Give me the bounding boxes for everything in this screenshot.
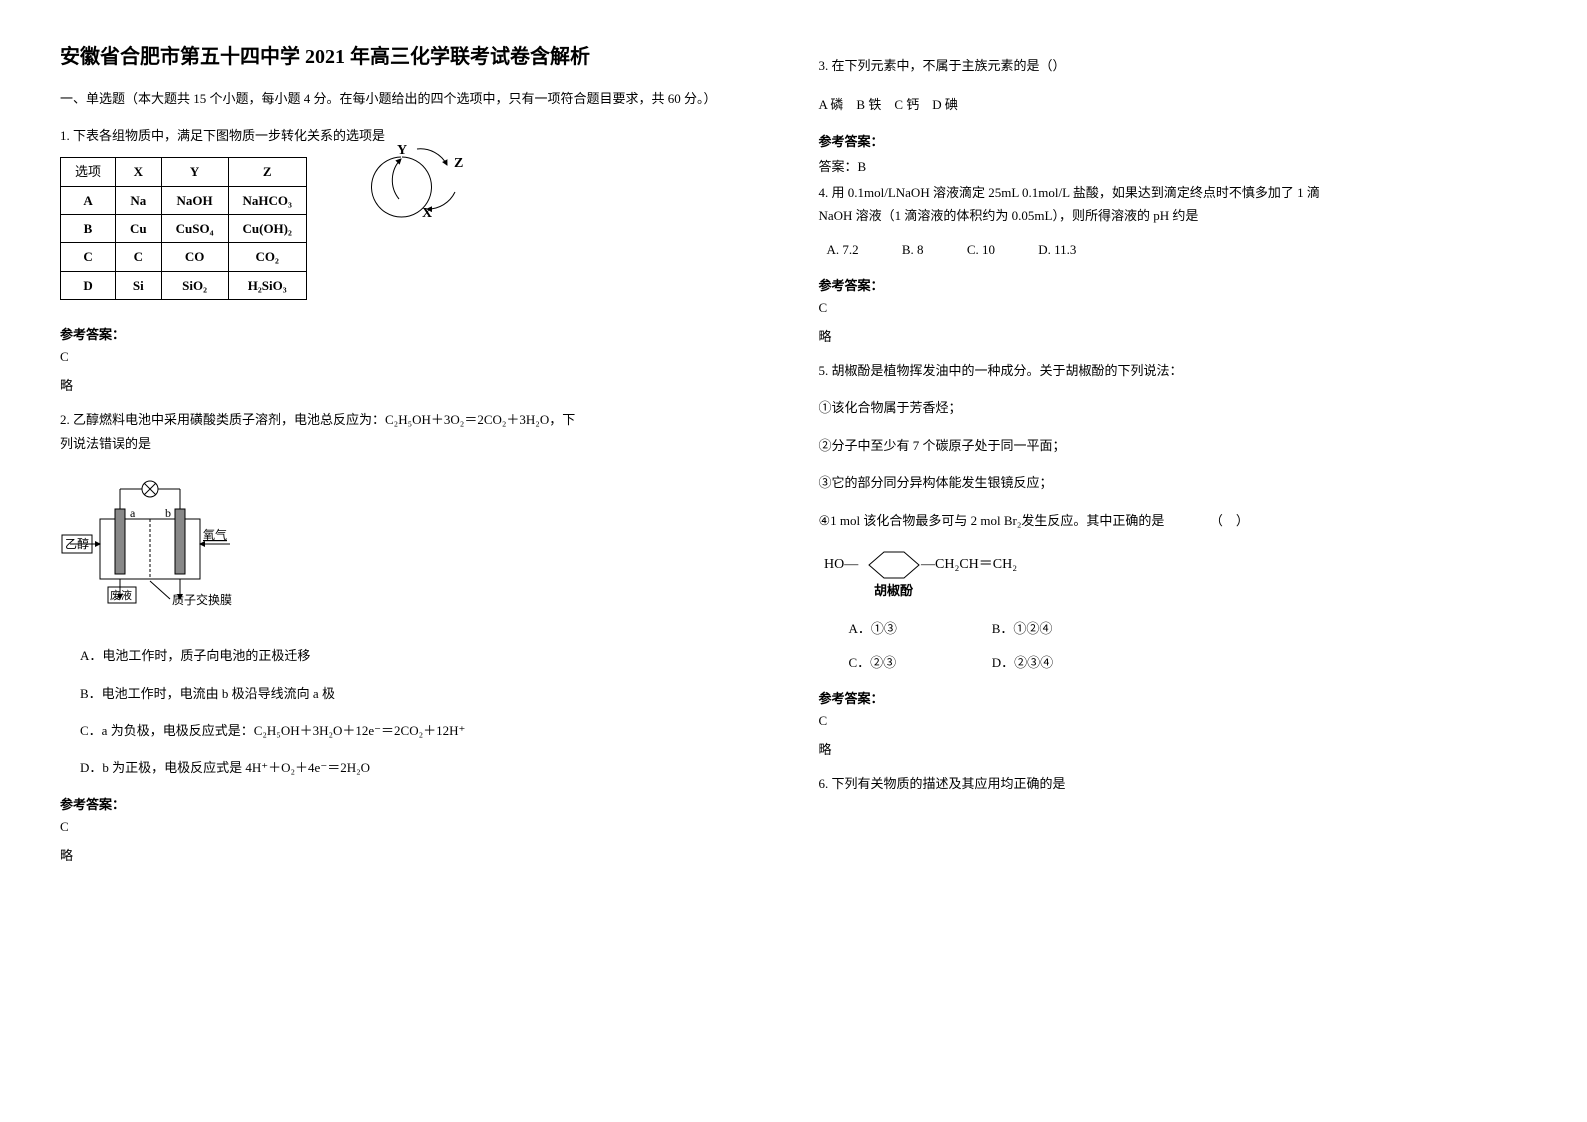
q5-answer-label: 参考答案： xyxy=(819,688,1528,707)
q6-stem: 6. 下列有关物质的描述及其应用均正确的是 xyxy=(819,772,1528,795)
q1-answer: C xyxy=(60,349,769,365)
q5-answer: C xyxy=(819,713,1528,729)
membrane-label: 质子交换膜 xyxy=(172,592,232,607)
q5-choice-a: A．①③ xyxy=(849,617,989,640)
q3-answer-label: 参考答案： xyxy=(819,131,1528,150)
table-row: D xyxy=(61,271,116,299)
cycle-z-label: Z xyxy=(454,156,463,171)
q1-answer-label: 参考答案： xyxy=(60,324,769,343)
table-row: NaOH xyxy=(161,186,228,214)
q1-th-0: 选项 xyxy=(61,158,116,186)
cycle-y-label: Y xyxy=(397,143,407,158)
cycle-diagram: Y Z X xyxy=(367,137,477,227)
q1-table: 选项 X Y Z A Na NaOH NaHCO₃ B Cu CuSO₄ xyxy=(60,157,307,300)
q2-option-b: B．电池工作时，电流由 b 极沿导线流向 a 极 xyxy=(80,682,769,705)
question-3: 3. 在下列元素中，不属于主族元素的是（） A 磷 B 铁 C 钙 D 碘 xyxy=(819,54,1528,117)
table-row: Cu(OH)₂ xyxy=(228,214,306,242)
table-row: C xyxy=(61,243,116,271)
question-6: 6. 下列有关物质的描述及其应用均正确的是 xyxy=(819,772,1528,795)
cycle-x-label: X xyxy=(422,206,432,221)
q5-s4: ④1 mol 该化合物最多可与 2 mol Br₂发生反应。其中正确的是 （ ） xyxy=(819,509,1528,532)
q4-option-c: C. 10 xyxy=(967,242,995,257)
q4-option-a: A. 7.2 xyxy=(827,242,859,257)
q4-stem-b: NaOH 溶液（1 滴溶液的体积约为 0.05mL），则所得溶液的 pH 约是 xyxy=(819,204,1528,227)
table-row: CO xyxy=(161,243,228,271)
q5-stem: 5. 胡椒酚是植物挥发油中的一种成分。关于胡椒酚的下列说法： xyxy=(819,359,1528,382)
question-2: 2. 乙醇燃料电池中采用磺酸类质子溶剂，电池总反应为：C₂H₅OH＋3O₂＝2C… xyxy=(60,408,769,780)
formula-right: —CH₂CH＝CH₂ xyxy=(920,557,1017,572)
q3-stem: 3. 在下列元素中，不属于主族元素的是（） xyxy=(819,54,1528,77)
q2-stem-b: 列说法错误的是 xyxy=(60,432,769,455)
q1-th-2: Y xyxy=(161,158,228,186)
formula-name: 胡椒酚 xyxy=(874,583,914,598)
q2-explain: 略 xyxy=(60,845,769,864)
q2-stem-a: 2. 乙醇燃料电池中采用磺酸类质子溶剂，电池总反应为：C₂H₅OH＋3O₂＝2C… xyxy=(60,408,769,431)
table-row: Si xyxy=(116,271,162,299)
q5-s3: ③它的部分同分异构体能发生银镜反应； xyxy=(819,471,1528,494)
section-header: 一、单选题（本大题共 15 个小题，每小题 4 分。在每小题给出的四个选项中，只… xyxy=(60,89,769,110)
question-5: 5. 胡椒酚是植物挥发油中的一种成分。关于胡椒酚的下列说法： ①该化合物属于芳香… xyxy=(819,359,1528,674)
q4-stem-a: 4. 用 0.1mol/LNaOH 溶液滴定 25mL 0.1mol/L 盐酸，… xyxy=(819,181,1528,204)
page-title: 安徽省合肥市第五十四中学 2021 年高三化学联考试卷含解析 xyxy=(60,40,769,69)
table-row: A xyxy=(61,186,116,214)
q4-option-d: D. 11.3 xyxy=(1038,242,1076,257)
q2-option-d: D．b 为正极，电极反应式是 4H⁺＋O₂＋4e⁻＝2H₂O xyxy=(80,756,769,779)
table-row: NaHCO₃ xyxy=(228,186,306,214)
table-row: B xyxy=(61,214,116,242)
oxygen-label: 氧气 xyxy=(203,527,227,542)
q1-explain: 略 xyxy=(60,375,769,394)
table-row: H₂SiO₃ xyxy=(228,271,306,299)
q5-choice-d: D．②③④ xyxy=(992,651,1132,674)
waste-label: 废液 xyxy=(110,588,132,602)
q4-option-b: B. 8 xyxy=(902,242,924,257)
q5-s2: ②分子中至少有 7 个碳原子处于同一平面； xyxy=(819,434,1528,457)
table-row: C xyxy=(116,243,162,271)
q4-answer: C xyxy=(819,300,1528,316)
table-row: CO₂ xyxy=(228,243,306,271)
q5-choice-c: C．②③ xyxy=(849,651,989,674)
q5-choices: A．①③ B．①②④ C．②③ D．②③④ xyxy=(849,617,1528,674)
q4-explain: 略 xyxy=(819,326,1528,345)
q5-explain: 略 xyxy=(819,739,1528,758)
q5-choice-b: B．①②④ xyxy=(992,617,1132,640)
q1-th-1: X xyxy=(116,158,162,186)
hujiaofen-structure: HO— —CH₂CH＝CH₂ 胡椒酚 xyxy=(819,540,1528,607)
table-row: Na xyxy=(116,186,162,214)
q1-th-3: Z xyxy=(228,158,306,186)
question-1: 1. 下表各组物质中，满足下图物质一步转化关系的选项是 选项 X Y Z A N… xyxy=(60,124,769,310)
q3-answer: 答案：B xyxy=(819,156,1528,175)
q5-s1: ①该化合物属于芳香烃； xyxy=(819,396,1528,419)
q2-option-a: A．电池工作时，质子向电池的正极迁移 xyxy=(80,644,769,667)
electrode-a-label: a xyxy=(130,506,136,520)
q2-answer-label: 参考答案： xyxy=(60,794,769,813)
formula-left: HO— xyxy=(824,557,859,572)
q2-option-c: C．a 为负极，电极反应式是：C₂H₅OH＋3H₂O＋12e⁻＝2CO₂＋12H… xyxy=(80,719,769,742)
q3-options: A 磷 B 铁 C 钙 D 碘 xyxy=(819,93,1528,116)
q4-answer-label: 参考答案： xyxy=(819,275,1528,294)
table-row: CuSO₄ xyxy=(161,214,228,242)
table-row: SiO₂ xyxy=(161,271,228,299)
q2-answer: C xyxy=(60,819,769,835)
question-4: 4. 用 0.1mol/LNaOH 溶液滴定 25mL 0.1mol/L 盐酸，… xyxy=(819,181,1528,261)
ethanol-label: 乙醇 xyxy=(65,536,89,551)
electrode-b-label: b xyxy=(165,506,171,520)
q4-options: A. 7.2 B. 8 C. 10 D. 11.3 xyxy=(827,238,1528,261)
table-row: Cu xyxy=(116,214,162,242)
fuel-cell-diagram: a b 乙醇 氧气 废液 质子交换膜 xyxy=(60,469,250,609)
